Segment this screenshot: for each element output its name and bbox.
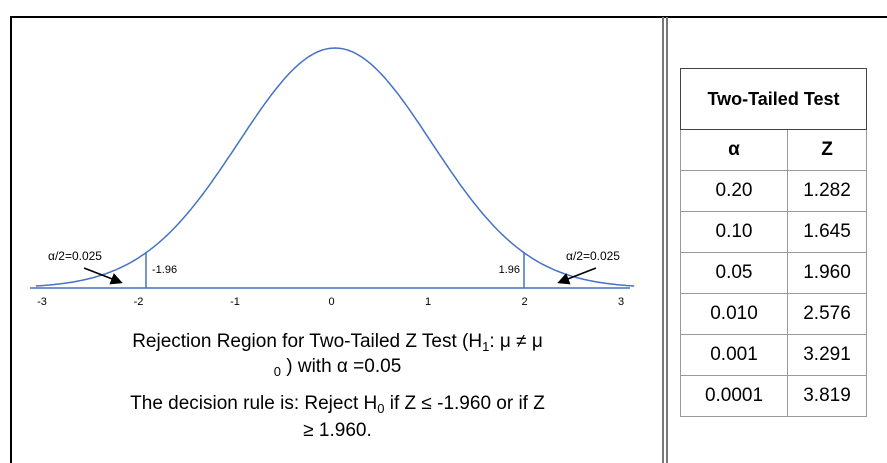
alpha-label: α/2=0.025: [48, 249, 102, 263]
table-row: 0.10 1.645: [680, 211, 867, 253]
table-row: 0.05 1.960: [680, 252, 867, 294]
caption-line: The decision rule is: Reject H0 if Z ≤ -…: [20, 393, 655, 416]
table-cell: 0.010: [680, 293, 788, 335]
table-cell: 0.20: [680, 170, 788, 212]
caption-line: 0 ) with α =0.05: [20, 356, 655, 379]
table-cell: 1.960: [787, 252, 867, 294]
axis-label: -2: [134, 296, 144, 308]
text: : μ ≠ μ: [489, 331, 543, 352]
text: ≥ 1.960.: [303, 420, 372, 441]
subscript: 0: [273, 364, 281, 379]
arrow: [83, 267, 123, 285]
axis-label: -3: [37, 296, 47, 308]
alpha-label: α/2=0.025: [566, 249, 620, 263]
axis-label: 2: [521, 296, 527, 308]
text: The decision rule is: Reject H: [130, 393, 378, 414]
table-cell: 1.645: [787, 211, 867, 253]
axis-label: -1: [230, 296, 240, 308]
table-row: 0.001 3.291: [680, 334, 867, 376]
table-row: 0.0001 3.819: [680, 375, 867, 417]
table-title: Two-Tailed Test: [680, 68, 867, 130]
column-header: α: [680, 129, 788, 171]
table-cell: 0.05: [680, 252, 788, 294]
subscript: 0: [377, 401, 385, 416]
table-cell: 3.291: [787, 334, 867, 376]
text: if Z ≤ -1.960 or if Z: [384, 393, 545, 414]
table-cell: 3.819: [787, 375, 867, 417]
column-header: Z: [787, 129, 867, 171]
axis-label: 0: [328, 296, 334, 308]
caption-line: Rejection Region for Two-Tailed Z Test (…: [20, 331, 655, 354]
subscript: 1: [482, 339, 490, 354]
table-row: 0.010 2.576: [680, 293, 867, 335]
text: Rejection Region for Two-Tailed Z Test (…: [132, 331, 483, 352]
table-cell: 0.10: [680, 211, 788, 253]
normal-curve: [35, 47, 635, 287]
table-row: 0.20 1.282: [680, 170, 867, 212]
caption-line: ≥ 1.960.: [20, 420, 655, 442]
arrow: [557, 267, 597, 285]
table-cell: 2.576: [787, 293, 867, 335]
table-cell: 0.0001: [680, 375, 788, 417]
table-cell: 1.282: [787, 170, 867, 212]
axis-label: 1: [425, 296, 431, 308]
table-cell: 0.001: [680, 334, 788, 376]
critical-label: 1.96: [499, 264, 520, 276]
critical-label: -1.96: [152, 264, 177, 276]
axis-label: 3: [618, 296, 624, 308]
text: ) with α =0.05: [280, 356, 402, 377]
